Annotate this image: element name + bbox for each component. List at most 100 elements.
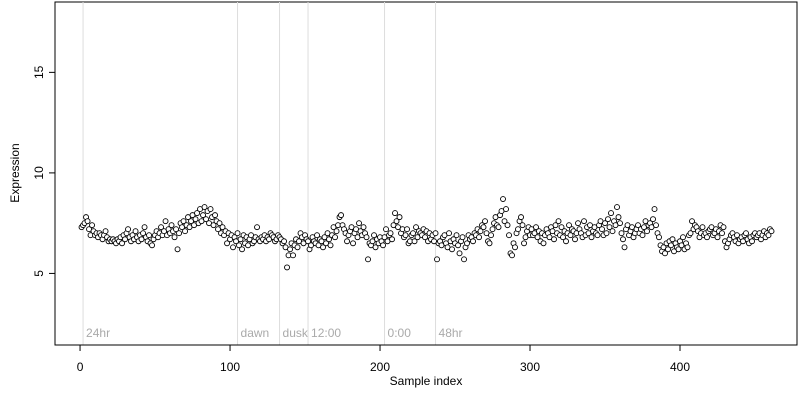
point: [567, 232, 574, 239]
point: [236, 242, 242, 249]
point: [230, 244, 236, 251]
point: [765, 232, 772, 239]
point: [614, 204, 620, 211]
point: [194, 210, 200, 217]
point: [551, 236, 557, 243]
point: [234, 230, 241, 237]
point: [503, 206, 509, 213]
point: [719, 230, 725, 237]
point: [294, 244, 301, 251]
point: [314, 232, 320, 239]
point: [176, 230, 182, 237]
point: [620, 236, 626, 243]
point: [605, 216, 611, 223]
point: [201, 204, 208, 211]
point: [599, 226, 605, 233]
plot-frame: [54, 1, 798, 346]
point: [650, 216, 656, 223]
point: [239, 246, 245, 253]
point: [410, 230, 416, 237]
point: [456, 250, 463, 257]
point: [495, 224, 502, 231]
point: [350, 240, 356, 247]
point: [434, 256, 440, 263]
point: [174, 246, 181, 253]
point: [393, 218, 400, 225]
point: [533, 224, 539, 231]
y-tick-label: 15: [32, 65, 46, 79]
point: [84, 218, 91, 225]
point: [89, 222, 95, 229]
point: [453, 232, 460, 239]
x-tick-label: 100: [220, 360, 240, 374]
point: [714, 234, 721, 241]
point: [173, 226, 179, 233]
point: [146, 232, 152, 239]
point: [602, 220, 608, 227]
marker-label: dusk: [283, 326, 309, 340]
point: [171, 234, 178, 241]
point: [476, 234, 482, 241]
point: [680, 234, 686, 241]
x-tick-label: 400: [670, 360, 690, 374]
point: [402, 232, 409, 239]
point: [168, 222, 175, 229]
point: [356, 220, 362, 227]
point: [651, 206, 658, 213]
point: [482, 218, 488, 225]
point: [132, 228, 139, 235]
point: [500, 196, 506, 202]
point: [119, 240, 125, 247]
point: [380, 242, 386, 249]
point: [459, 234, 466, 241]
point: [560, 234, 566, 241]
point: [555, 218, 562, 225]
point: [519, 222, 526, 229]
marker-label: 0:00: [388, 326, 412, 340]
point: [617, 220, 623, 227]
point: [387, 230, 394, 237]
point: [389, 236, 395, 243]
point: [192, 216, 199, 223]
point: [594, 232, 601, 239]
point: [392, 210, 398, 217]
point: [224, 240, 230, 247]
point: [768, 228, 775, 235]
point: [653, 222, 659, 229]
x-tick-label: 200: [370, 360, 390, 374]
point: [338, 212, 344, 219]
point: [665, 246, 671, 253]
point: [203, 216, 209, 223]
point: [615, 214, 622, 221]
point: [464, 240, 470, 247]
point: [327, 242, 334, 249]
point: [675, 246, 682, 253]
y-tick-label: 5: [32, 270, 46, 277]
point: [290, 252, 296, 259]
marker-label: dawn: [241, 326, 270, 340]
point: [102, 228, 109, 235]
point: [540, 240, 547, 247]
y-axis-title: Expression: [8, 143, 22, 202]
point: [720, 224, 727, 231]
point: [237, 236, 244, 243]
point: [477, 228, 484, 235]
point: [566, 222, 572, 229]
point: [404, 226, 410, 233]
point: [383, 226, 389, 233]
point: [606, 224, 613, 231]
point: [432, 230, 439, 237]
point: [572, 236, 578, 243]
point: [581, 218, 587, 225]
point: [363, 234, 370, 241]
point: [333, 228, 340, 235]
point: [575, 220, 581, 227]
point: [488, 232, 494, 239]
point: [558, 224, 565, 231]
x-axis-title: Sample index: [390, 374, 463, 388]
point: [180, 218, 187, 225]
point: [699, 224, 706, 231]
point: [521, 240, 527, 247]
point: [372, 244, 379, 251]
point: [207, 206, 214, 213]
